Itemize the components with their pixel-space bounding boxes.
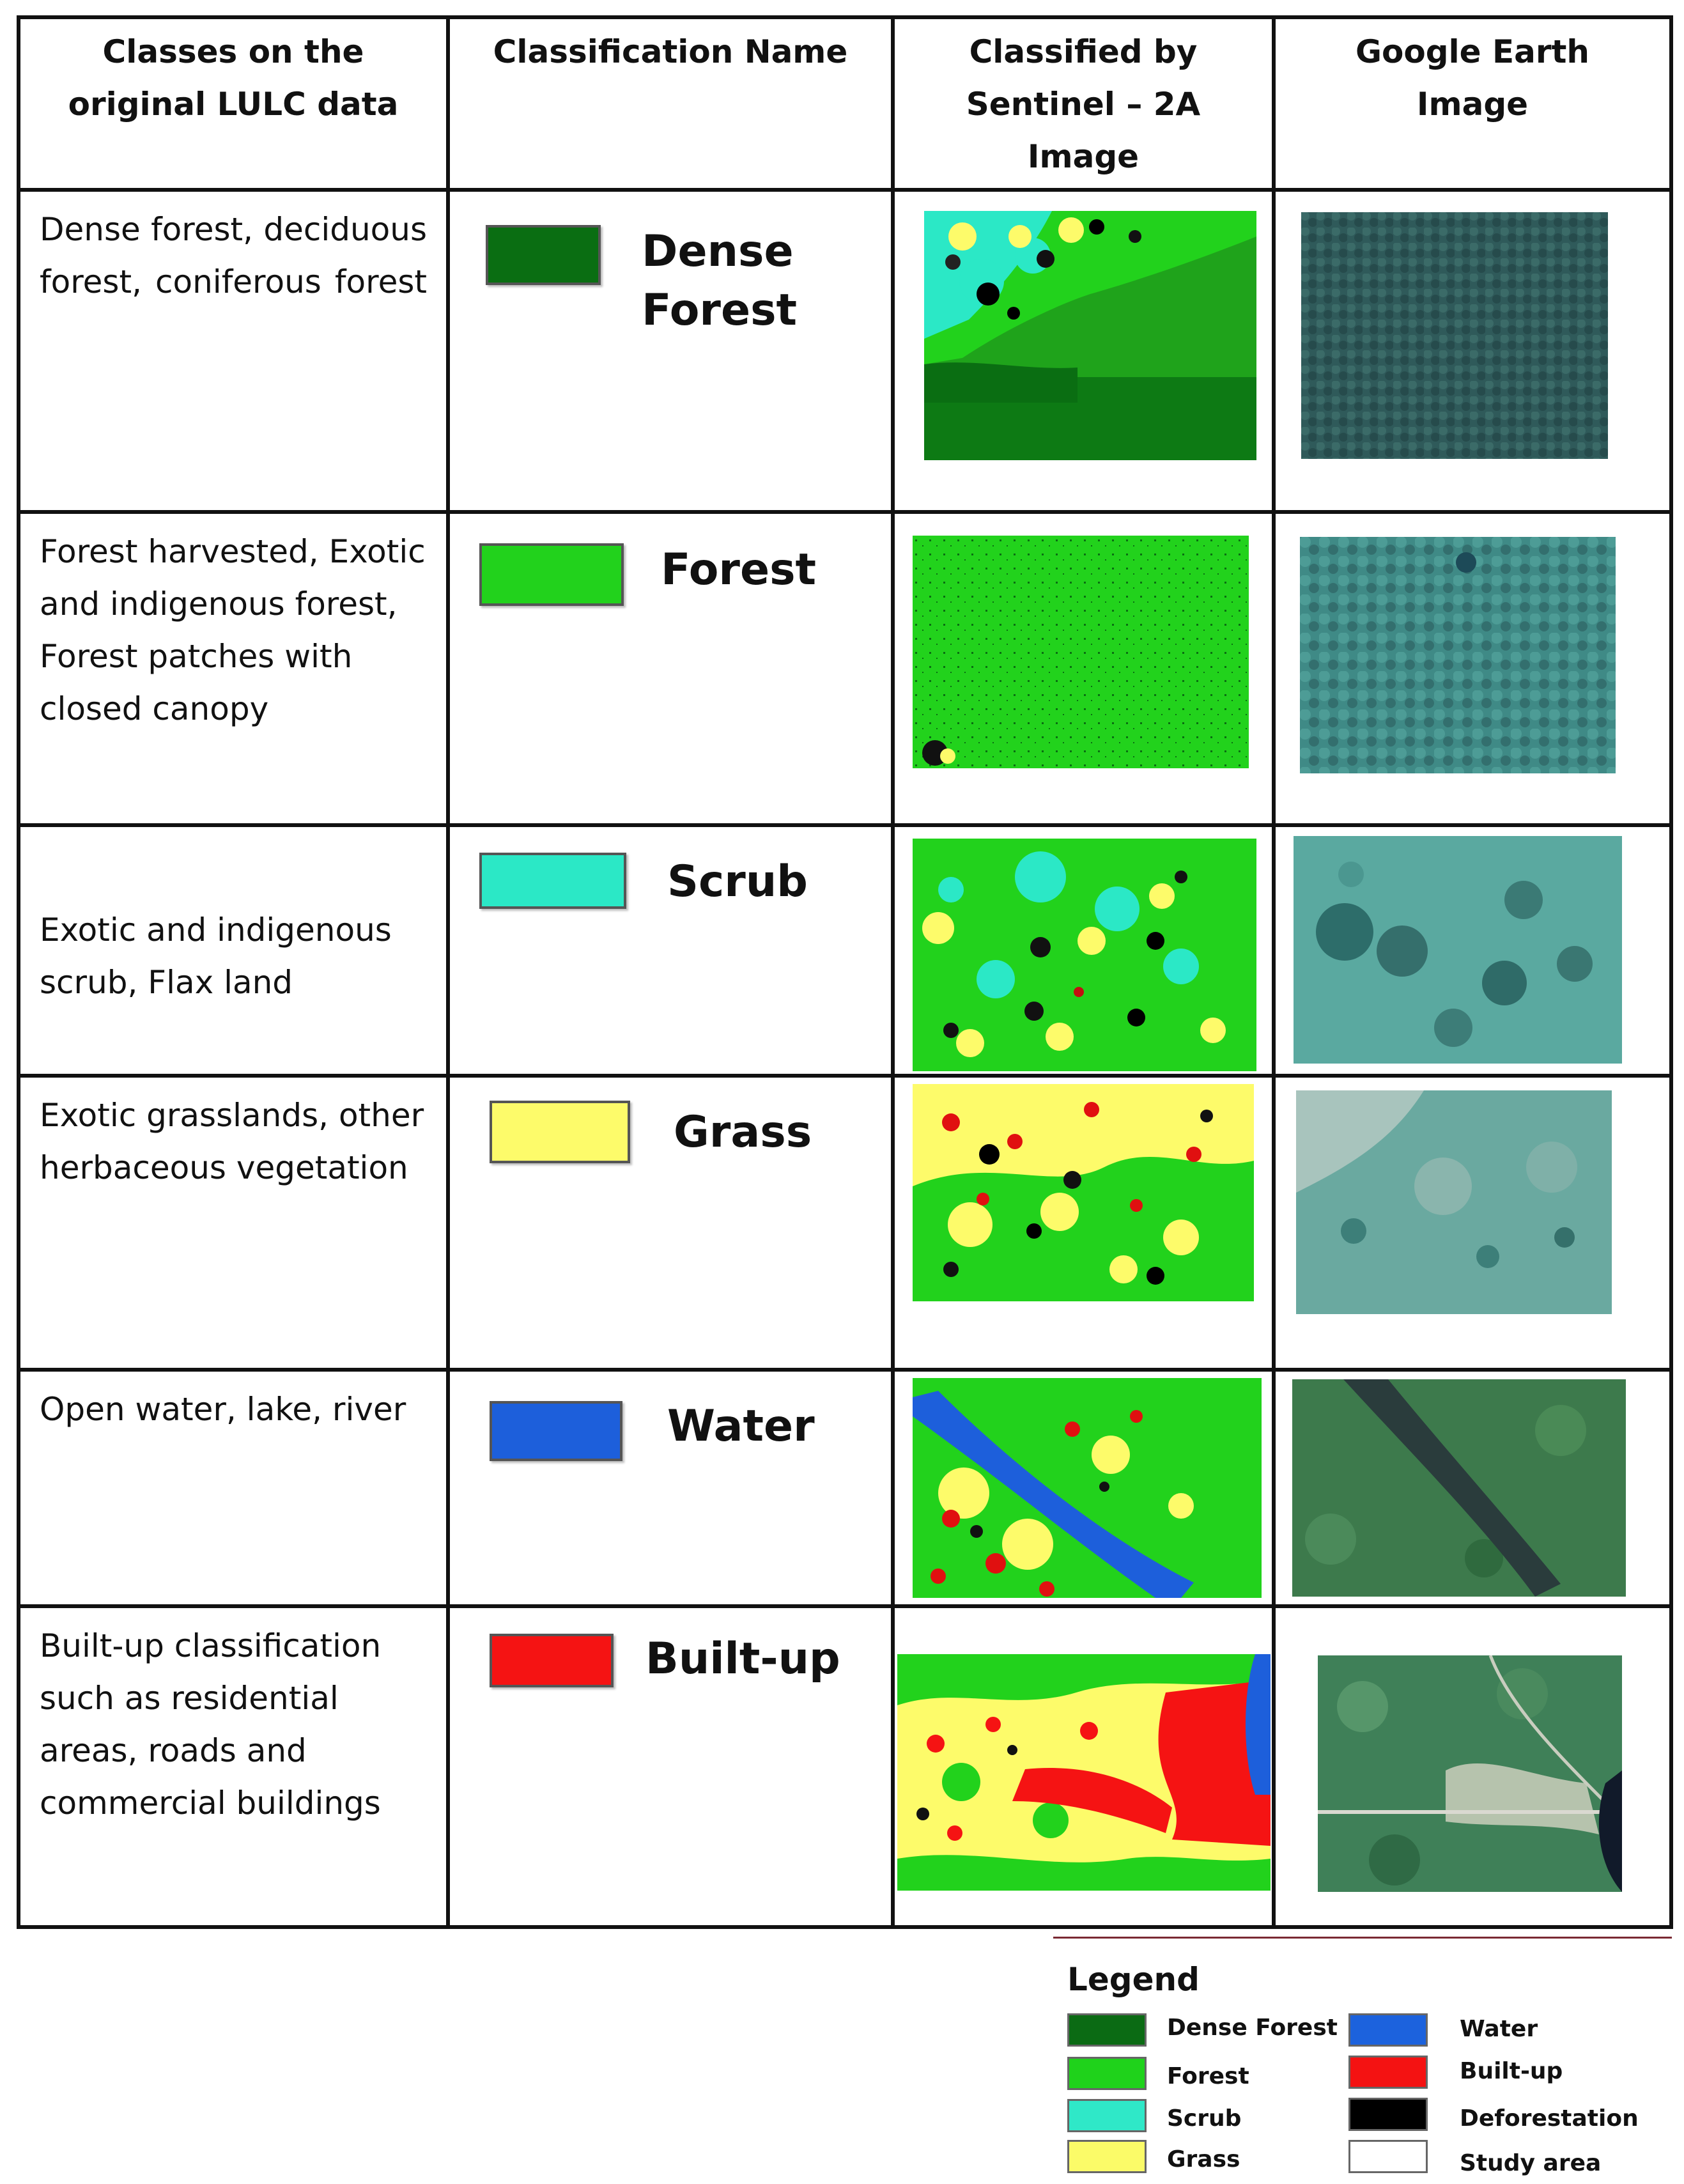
google-earth-image-cell (1272, 1604, 1673, 1929)
google-earth-image (1296, 1090, 1612, 1314)
google-earth-image-cell (1272, 1368, 1673, 1608)
class-swatch (486, 225, 601, 285)
header-google-earth: Google Earth Image (1272, 15, 1673, 192)
sentinel-image-cell (891, 823, 1276, 1078)
class-name: Grass (674, 1107, 812, 1158)
class-swatch (490, 1634, 614, 1687)
legend-label-built-up: Built-up (1460, 2058, 1563, 2084)
sentinel-image-cell (891, 1368, 1276, 1608)
sentinel-image-cell (891, 1604, 1276, 1929)
legend-label-scrub: Scrub (1167, 2105, 1242, 2132)
legend-title: Legend (1067, 1961, 1200, 1998)
legend-label-forest: Forest (1167, 2063, 1249, 2089)
sentinel-classified-image (913, 839, 1256, 1071)
table-row: Dense forest, deciduous forest, conifero… (17, 188, 1673, 514)
legend-label-grass: Grass (1167, 2146, 1240, 2172)
legend-divider (1053, 1937, 1672, 1939)
google-earth-image (1300, 537, 1616, 773)
sentinel-classified-image (924, 211, 1256, 460)
row-description: Exotic grasslands, other herbaceous vege… (17, 1074, 450, 1372)
class-swatch (490, 1101, 630, 1163)
class-name: Scrub (667, 856, 808, 907)
google-earth-image-cell (1272, 1074, 1673, 1372)
google-earth-image-cell (1272, 510, 1673, 827)
row-classification: Water (446, 1368, 895, 1608)
legend: Legend Dense Forest Forest Scrub Grass W… (1053, 1938, 1684, 2184)
row-classification: Dense Forest (446, 188, 895, 514)
sentinel-image-cell (891, 1074, 1276, 1372)
table-row: Built-up classification such as resident… (17, 1604, 1673, 1929)
class-name: Dense Forest (642, 226, 798, 336)
class-name: Forest (661, 545, 817, 595)
row-classification: Built-up (446, 1604, 895, 1929)
row-description: Forest harvested, Exotic and indigenous … (17, 510, 450, 827)
table-row: Exotic and indigenous scrub, Flax land S… (17, 823, 1673, 1078)
table-row: Forest harvested, Exotic and indigenous … (17, 510, 1673, 827)
google-earth-image-cell (1272, 188, 1673, 514)
google-earth-image (1294, 836, 1622, 1064)
sentinel-classified-image (913, 1378, 1262, 1598)
legend-swatch-water (1348, 2013, 1428, 2047)
header-sentinel: Classified by Sentinel – 2A Image (891, 15, 1276, 192)
legend-label-study-area: Study area (1460, 2150, 1602, 2176)
legend-swatch-scrub (1067, 2099, 1147, 2132)
sentinel-image-cell (891, 510, 1276, 827)
google-earth-image (1301, 212, 1608, 459)
row-description: Exotic and indigenous scrub, Flax land (17, 823, 450, 1078)
class-name: Built-up (645, 1634, 840, 1684)
sentinel-image-cell (891, 188, 1276, 514)
legend-swatch-built-up (1348, 2056, 1428, 2089)
table-header-row: Classes on the original LULC data Classi… (17, 15, 1673, 192)
legend-swatch-dense-forest (1067, 2013, 1147, 2047)
google-earth-image-cell (1272, 823, 1673, 1078)
class-name: Water (667, 1401, 815, 1452)
class-swatch (479, 853, 626, 909)
legend-label-water: Water (1460, 2016, 1538, 2042)
class-swatch (490, 1401, 622, 1461)
legend-swatch-grass (1067, 2140, 1147, 2173)
header-classification-name: Classification Name (446, 15, 895, 192)
legend-swatch-deforestation (1348, 2098, 1428, 2131)
sentinel-classified-image (913, 536, 1249, 768)
row-description: Open water, lake, river (17, 1368, 450, 1608)
legend-swatch-study-area (1348, 2140, 1428, 2173)
lulc-classification-table: Classes on the original LULC data Classi… (17, 15, 1673, 1929)
sentinel-classified-image (913, 1084, 1254, 1301)
sentinel-classified-image (897, 1654, 1271, 1891)
row-description: Built-up classification such as resident… (17, 1604, 450, 1929)
row-classification: Scrub (446, 823, 895, 1078)
table-row: Open water, lake, river Water (17, 1368, 1673, 1608)
legend-swatch-forest (1067, 2057, 1147, 2090)
row-classification: Grass (446, 1074, 895, 1372)
google-earth-image (1318, 1655, 1622, 1892)
table-row: Exotic grasslands, other herbaceous vege… (17, 1074, 1673, 1372)
header-classes: Classes on the original LULC data (17, 15, 450, 192)
row-classification: Forest (446, 510, 895, 827)
legend-label-dense-forest: Dense Forest (1167, 2015, 1338, 2041)
row-description: Dense forest, deciduous forest, conifero… (17, 188, 450, 514)
legend-label-deforestation: Deforestation (1460, 2105, 1639, 2132)
class-swatch (479, 543, 624, 606)
google-earth-image (1292, 1379, 1626, 1597)
